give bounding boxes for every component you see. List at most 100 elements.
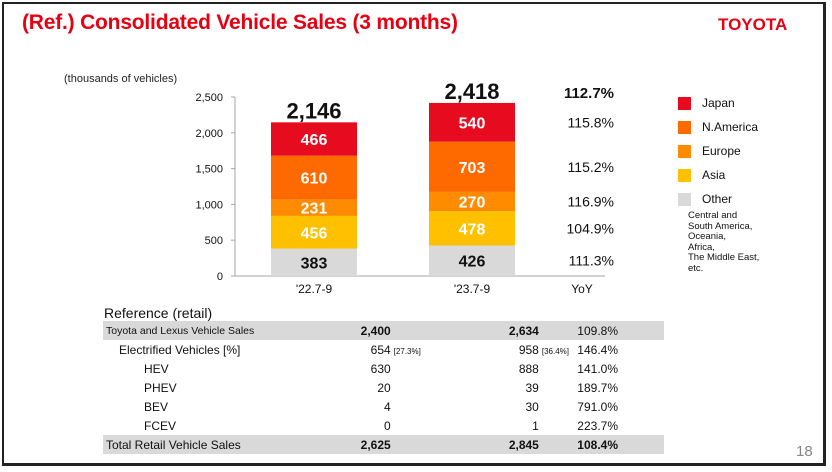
row-label: Toyota and Lexus Vehicle Sales — [103, 321, 301, 340]
yoy-label: 115.8% — [568, 114, 614, 130]
legend-label: Asia — [702, 168, 726, 182]
total-label: 2,418 — [444, 79, 499, 104]
y-tick-label: 500 — [205, 235, 223, 247]
bar-segment-other — [429, 245, 515, 276]
value-2023: 2,845 — [429, 435, 539, 454]
legend-swatch-europe — [678, 144, 691, 158]
value-2023: 2,634 — [429, 321, 539, 340]
y-axis-unit-label: (thousands of vehicles) — [64, 73, 178, 85]
table-row: HEV 630 888 141.0% — [103, 359, 664, 378]
row-label: Electrified Vehicles [%] — [119, 342, 241, 357]
y-tick-label: 1,000 — [195, 199, 223, 211]
data-label: 540 — [459, 115, 486, 132]
bar-segment-europe — [271, 199, 357, 216]
legend-item-asia: Asia — [678, 163, 758, 187]
data-label: 478 — [459, 221, 486, 238]
row-label: PHEV — [144, 380, 177, 395]
slide-title: (Ref.) Consolidated Vehicle Sales (3 mon… — [22, 11, 458, 34]
legend-label: Other — [702, 192, 733, 206]
share-2022: [27.3%] — [393, 346, 421, 356]
legend-item-north-america: N.America — [678, 115, 758, 139]
legend-swatch-other — [678, 192, 691, 206]
value-2023: 30 — [525, 399, 539, 414]
row-label: BEV — [144, 399, 169, 414]
yoy-value: 109.8% — [577, 321, 664, 340]
data-label: 231 — [301, 201, 328, 218]
bar-segment-europe — [429, 191, 515, 212]
stacked-bar-chart: 0 500 1,000 1,500 2,000 2,500 383 456 231 610 466 2… — [195, 79, 614, 296]
row-label: HEV — [144, 361, 169, 376]
legend-item-other: Other — [678, 187, 758, 211]
bar-segment-namerica — [429, 141, 515, 192]
legend-swatch-north-america — [678, 120, 691, 134]
value-2023: 39 — [525, 380, 539, 395]
data-label: 456 — [301, 225, 328, 242]
share-2023: [36.4%] — [541, 346, 569, 356]
x-tick-label: '22.7-9 — [296, 282, 333, 296]
yoy-value: 189.7% — [577, 380, 618, 395]
toyota-logo: TOYOTA — [718, 15, 788, 34]
value-2023: 1 — [532, 418, 539, 433]
value-2022: 630 — [370, 361, 391, 376]
total-yoy-label: 112.7% — [564, 85, 614, 102]
table-row: Total Retail Vehicle Sales 2,625 2,845 1… — [103, 435, 664, 454]
legend-other-note: Central and South America, Oceania, Afri… — [688, 210, 760, 274]
row-label: FCEV — [144, 418, 177, 433]
total-label: 2,146 — [286, 98, 341, 123]
slide-frame — [2, 2, 826, 466]
yoy-label: 116.9% — [568, 194, 614, 210]
row-label: Total Retail Vehicle Sales — [103, 435, 301, 454]
reference-title: Reference (retail) — [104, 305, 213, 321]
y-tick-label: 0 — [217, 271, 223, 283]
table-row: FCEV 0 1 223.7% — [103, 416, 664, 435]
table-row: BEV 4 30 791.0% — [103, 397, 664, 416]
value-2023: 958 — [518, 342, 539, 357]
bar-segment-asia — [271, 215, 357, 249]
yoy-value: 141.0% — [577, 361, 618, 376]
y-tick-label: 2,500 — [195, 92, 223, 104]
reference-table: Toyota and Lexus Vehicle Sales 2,400 2,6… — [103, 321, 664, 454]
yoy-value: 146.4% — [577, 342, 618, 357]
data-label: 610 — [301, 171, 328, 188]
table-row: Toyota and Lexus Vehicle Sales 2,400 2,6… — [103, 321, 664, 340]
value-2022: 4 — [383, 399, 391, 414]
value-2022: 0 — [383, 418, 391, 433]
yoy-label: 104.9% — [567, 220, 614, 236]
value-2023: 888 — [518, 361, 539, 376]
legend-item-europe: Europe — [678, 139, 758, 163]
legend-label: N.America — [702, 120, 759, 134]
y-tick-label: 2,000 — [195, 128, 223, 140]
x-tick-label: '23.7-9 — [454, 282, 491, 296]
y-tick-label: 1,500 — [195, 164, 223, 176]
yoy-value: 791.0% — [577, 399, 618, 414]
legend-item-japan: Japan — [678, 91, 758, 115]
yoy-value: 223.7% — [577, 418, 618, 433]
legend-swatch-asia — [678, 168, 691, 182]
data-label: 426 — [459, 254, 486, 271]
table-row: Electrified Vehicles [%] 654 [27.3%] 958… — [103, 340, 664, 359]
bar-segment-japan — [271, 122, 357, 156]
legend-swatch-japan — [678, 96, 691, 110]
yoy-label: 115.2% — [568, 159, 614, 175]
data-label: 383 — [301, 255, 328, 272]
data-label: 703 — [459, 160, 486, 177]
value-2022: 2,625 — [300, 435, 391, 454]
bar-segment-japan — [429, 102, 515, 142]
bar-segment-namerica — [271, 155, 357, 200]
value-2022: 20 — [377, 380, 391, 395]
chart-legend: Japan N.America Europe Asia Other — [678, 91, 758, 211]
yoy-value: 108.4% — [577, 435, 664, 454]
data-label: 466 — [301, 132, 328, 149]
bar-segment-other — [271, 248, 357, 276]
share-2023 — [538, 321, 578, 340]
legend-label: Europe — [702, 144, 741, 158]
share-2022 — [390, 321, 430, 340]
value-2022: 654 — [370, 342, 391, 357]
bar-segment-asia — [429, 211, 515, 246]
table-row: PHEV 20 39 189.7% — [103, 378, 664, 397]
value-2022: 2,400 — [300, 321, 391, 340]
legend-label: Japan — [702, 96, 735, 110]
yoy-column-label: YoY — [571, 282, 593, 296]
data-label: 270 — [459, 195, 486, 212]
page-number: 18 — [796, 443, 813, 460]
